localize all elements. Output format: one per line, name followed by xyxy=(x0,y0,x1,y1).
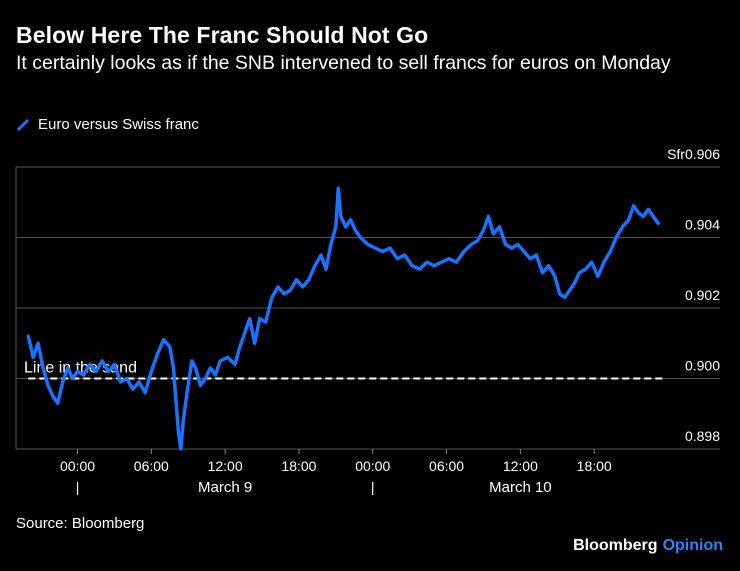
x-tick-label: 18:00 xyxy=(281,458,316,474)
y-tick-label: 0.900 xyxy=(685,358,720,374)
chart-title: Below Here The Franc Should Not Go xyxy=(16,22,429,48)
x-tick-label: 06:00 xyxy=(429,458,464,474)
y-tick-label: 0.902 xyxy=(685,287,720,303)
date-label: March 9 xyxy=(198,479,252,496)
day-separator: | xyxy=(76,479,80,495)
x-tick-label: 00:00 xyxy=(60,458,95,474)
series-line-eur-chf xyxy=(26,186,660,451)
chart-subtitle: It certainly looks as if the SNB interve… xyxy=(16,52,671,74)
brand-logo: Bloomberg Opinion xyxy=(573,537,723,555)
x-tick-label: 06:00 xyxy=(134,458,169,474)
date-label: March 10 xyxy=(489,479,552,496)
legend-label: Euro versus Swiss franc xyxy=(38,116,199,133)
legend-line-icon xyxy=(16,118,30,131)
x-tick-label: 18:00 xyxy=(577,458,612,474)
y-tick-label: 0.898 xyxy=(685,428,720,444)
x-tick-label: 12:00 xyxy=(208,458,243,474)
brand-primary: Bloomberg xyxy=(573,537,658,554)
y-tick-label: Sfr0.906 xyxy=(667,146,720,162)
source-note: Source: Bloomberg xyxy=(16,515,145,532)
x-tick-label: 00:00 xyxy=(355,458,390,474)
y-tick-label: 0.904 xyxy=(685,217,720,233)
day-separator: | xyxy=(371,479,375,495)
x-tick-label: 12:00 xyxy=(503,458,538,474)
legend: Euro versus Swiss franc xyxy=(16,116,199,133)
brand-secondary: Opinion xyxy=(662,537,723,554)
